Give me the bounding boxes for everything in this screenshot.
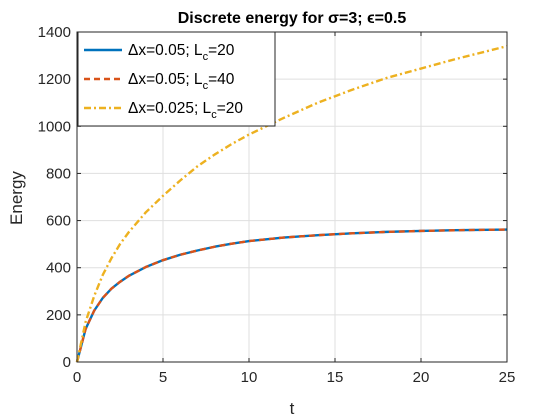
x-tick-label: 0 — [73, 369, 81, 386]
y-tick-label: 1200 — [38, 71, 71, 88]
series-lines — [75, 44, 508, 363]
y-tick-label: 800 — [46, 165, 71, 182]
series-line-3 — [75, 44, 508, 363]
y-axis-label: Energy — [7, 171, 26, 225]
x-tick-label: 25 — [499, 369, 516, 386]
y-tick-label: 1000 — [38, 118, 71, 135]
series-line-2 — [75, 228, 508, 363]
legend-entry-2: Δx=0.05; Lc=40 — [128, 71, 235, 92]
x-tick-label: 20 — [413, 369, 430, 386]
axes-box — [76, 31, 508, 363]
y-tick-label: 200 — [46, 307, 71, 324]
x-tick-label: 15 — [327, 369, 344, 386]
legend-entry-1: Δx=0.05; Lc=20 — [128, 42, 235, 63]
y-tick-label: 400 — [46, 260, 71, 277]
y-axis-ticks: 0 200 400 600 800 1000 1200 1400 — [38, 24, 507, 371]
legend-box — [77, 31, 276, 127]
grid-lines — [77, 32, 507, 362]
x-tick-label: 5 — [159, 369, 167, 386]
legend-entry-3: Δx=0.025; Lc=20 — [128, 100, 243, 121]
x-tick-label: 10 — [241, 369, 258, 386]
legend: Δx=0.05; Lc=20 Δx=0.05; Lc=40 Δx=0.025; Lc… — [77, 31, 276, 127]
chart-title: Discrete energy for σ=3; ϵ=0.5 — [178, 10, 407, 27]
x-axis-label: t — [290, 399, 295, 418]
y-tick-label: 1400 — [38, 24, 71, 41]
y-tick-label: 0 — [63, 354, 71, 371]
y-tick-label: 600 — [46, 213, 71, 230]
